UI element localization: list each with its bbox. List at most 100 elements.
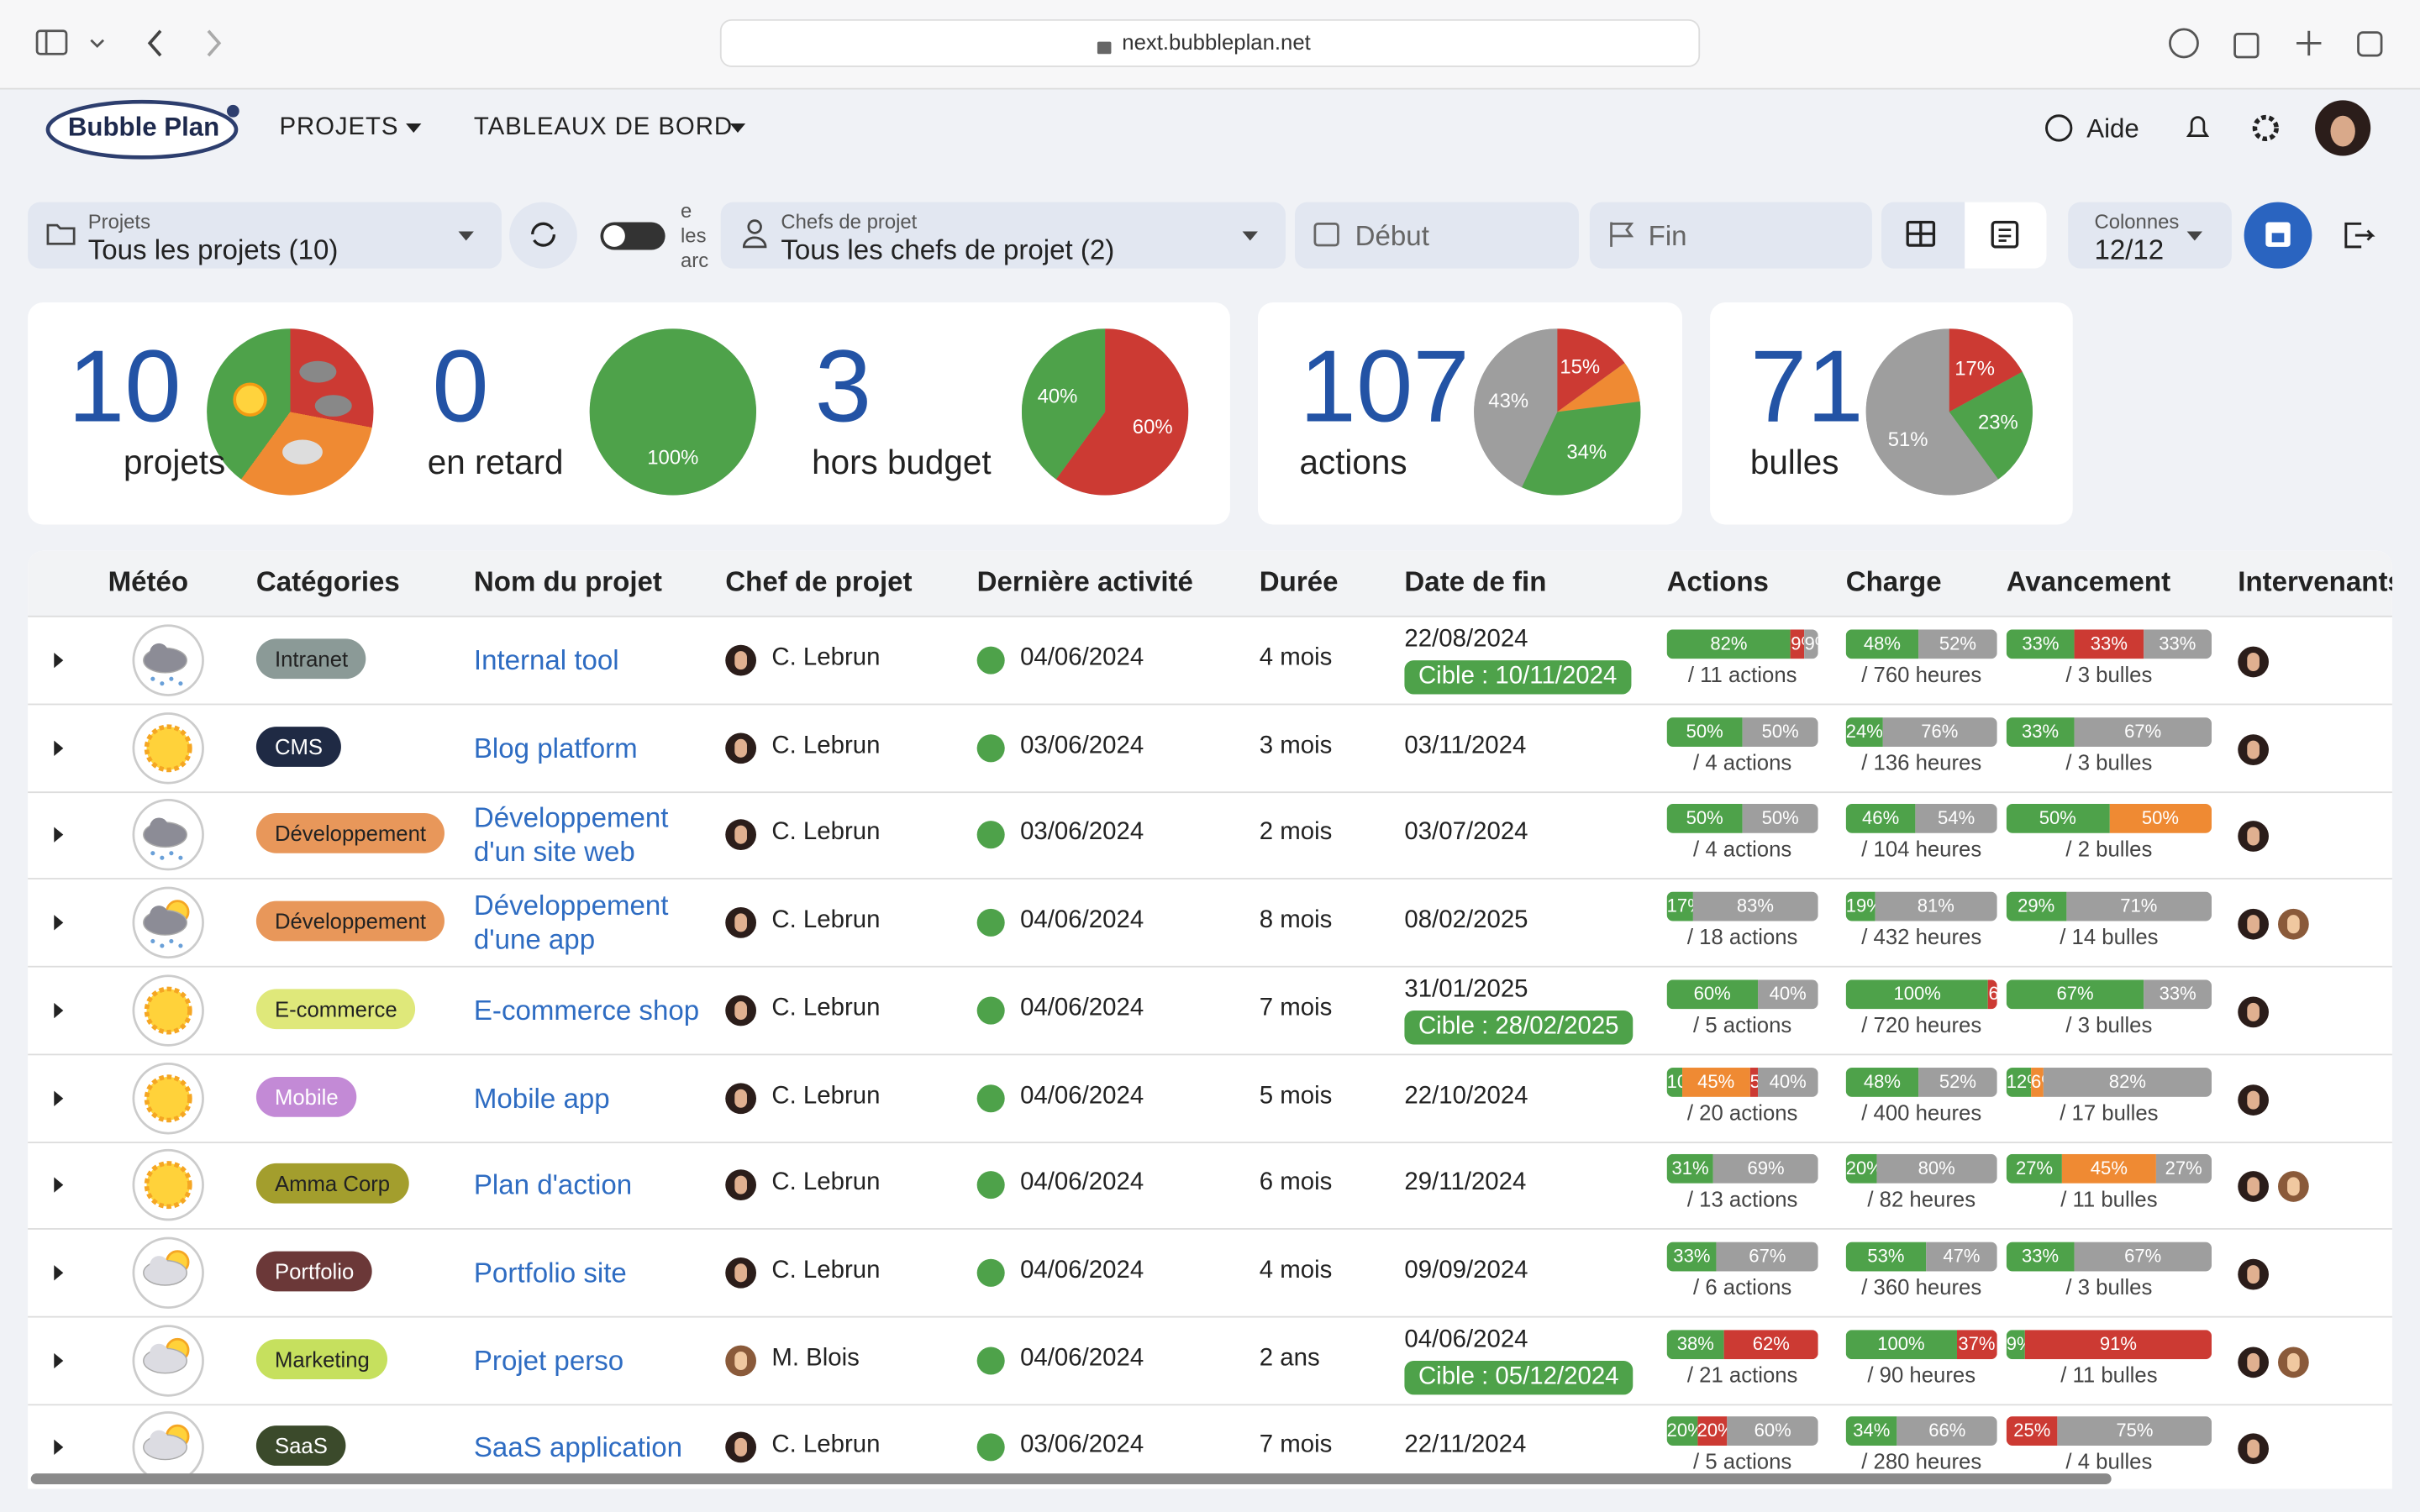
share-icon[interactable] — [2233, 33, 2260, 59]
bar-total: / 3 bulles — [2065, 661, 2153, 687]
project-name[interactable]: Blog platform — [473, 732, 638, 764]
bar-label: 67% — [2124, 720, 2162, 742]
weather-icon — [132, 1236, 204, 1309]
columns-label: Colonnes — [2094, 209, 2180, 234]
expand-arrow[interactable] — [54, 1352, 64, 1368]
table-row: Développement Développement d'un site web… — [28, 792, 2392, 880]
url-box[interactable] — [719, 18, 1701, 67]
pie-slice — [1021, 328, 1106, 480]
activity-dot — [976, 821, 1005, 849]
expand-arrow[interactable] — [54, 827, 64, 843]
bar-segment: 50% — [1666, 804, 1743, 834]
bar-label: 75% — [2116, 1420, 2154, 1442]
bar-segment: 69% — [1713, 1154, 1818, 1184]
project-name[interactable]: Développement d'un site web — [473, 802, 669, 868]
bar-label: 20% — [1845, 1157, 1876, 1179]
raindrop — [169, 851, 174, 857]
scrollbar[interactable] — [30, 1473, 2112, 1484]
help-icon[interactable] — [2045, 114, 2073, 142]
toggle[interactable] — [600, 222, 666, 250]
bar-total: / 136 heures — [1861, 749, 1982, 774]
duration: 7 mois — [1259, 995, 1333, 1021]
bell-icon[interactable] — [2186, 116, 2210, 138]
settings-icon[interactable] — [2252, 114, 2279, 142]
bar-total: / 720 heures — [1861, 1011, 1982, 1037]
refresh-button[interactable] — [509, 202, 577, 269]
category-tag: Mobile — [255, 1076, 357, 1116]
project-name[interactable]: SaaS application — [473, 1432, 683, 1463]
chevron[interactable] — [90, 39, 105, 49]
bar-segment: 67% — [2074, 1242, 2212, 1272]
project-filter[interactable] — [28, 202, 502, 269]
end-date[interactable] — [1589, 202, 1872, 269]
bar-label: 33% — [2022, 633, 2060, 654]
project-name[interactable]: Mobile app — [473, 1082, 610, 1114]
columns-select[interactable] — [2068, 202, 2232, 269]
progress-bar: 27% 45% 27% — [2006, 1154, 2212, 1184]
user-icon — [747, 219, 762, 234]
avatar-face — [2287, 915, 2300, 934]
avatar — [2238, 1346, 2270, 1378]
bar-total: / 5 actions — [1693, 1011, 1792, 1037]
sidebar-icon[interactable] — [35, 29, 68, 55]
bar-segment: 48% — [1845, 1067, 1919, 1097]
project-name[interactable]: Internal tool — [473, 644, 619, 676]
weather-icon — [132, 1411, 204, 1484]
expand-arrow[interactable] — [54, 1177, 64, 1194]
pie-label: 17% — [1954, 358, 1995, 381]
bar-segment: 40% — [1757, 979, 1818, 1009]
project-name[interactable]: E-commerce shop — [473, 995, 700, 1026]
export-icon[interactable] — [2344, 222, 2375, 249]
bar-segment: 33% — [2075, 629, 2144, 659]
duration: 4 mois — [1259, 644, 1333, 671]
expand-arrow[interactable] — [54, 1440, 64, 1456]
progress-bar: 60% 40% — [1666, 979, 1818, 1009]
category-tag: Développement — [255, 900, 445, 942]
duration: 2 mois — [1259, 820, 1333, 847]
tabs-icon[interactable] — [2357, 31, 2383, 57]
expand-arrow[interactable] — [54, 652, 64, 669]
project-name[interactable]: Plan d'action — [473, 1169, 633, 1201]
cloud — [150, 906, 169, 925]
bar-segment: 80% — [1876, 1154, 1997, 1184]
expand-arrow[interactable] — [54, 740, 64, 756]
expand-arrow[interactable] — [54, 1264, 64, 1281]
summary-label: hors budget — [812, 443, 992, 482]
summary-number: 107 — [1299, 328, 1470, 444]
project-name[interactable]: Portfolio site — [473, 1257, 627, 1289]
bar-label: 27% — [2165, 1157, 2202, 1179]
column-header: Durée — [1259, 566, 1339, 597]
menu-item[interactable]: PROJETS — [279, 113, 399, 141]
bar-segment: 60% — [1727, 1416, 1818, 1446]
avatar — [2238, 733, 2270, 765]
menu-item[interactable]: TABLEAUX DE BORD — [473, 113, 733, 141]
download-icon[interactable] — [2169, 28, 2199, 59]
expand-arrow[interactable] — [54, 1089, 64, 1106]
activity-dot — [976, 733, 1005, 762]
bar-label: 29% — [2018, 895, 2055, 917]
category-tag: Intranet — [255, 638, 367, 680]
table-row: Amma Corp Plan d'action C. Lebrun 04/06/202… — [28, 1142, 2392, 1231]
project-name[interactable]: Développement d'une app — [473, 890, 669, 956]
activity-date: 04/06/2024 — [1020, 1169, 1144, 1196]
chef-name: C. Lebrun — [771, 644, 881, 671]
progress-bar: 50% 50% — [2006, 804, 2212, 834]
new-tab[interactable] — [2296, 30, 2322, 56]
pie-slice — [1557, 328, 1625, 412]
forward-button[interactable] — [207, 29, 222, 57]
bar-label: 33% — [2021, 1245, 2060, 1267]
help-link[interactable]: Aide — [2086, 113, 2139, 144]
expand-arrow[interactable] — [54, 1002, 64, 1018]
pie: 17% 23% 51% — [1865, 328, 2033, 496]
progress-bar: 10% 45% 5% 40% — [1666, 1067, 1818, 1097]
back-button[interactable] — [147, 29, 162, 57]
expand-arrow[interactable] — [54, 915, 64, 931]
end-date: 22/08/2024 — [1404, 626, 1528, 653]
progress-bar: 82% 9%9% — [1666, 629, 1818, 659]
start-date[interactable] — [1295, 202, 1579, 269]
bar-segment: 81% — [1874, 891, 1997, 921]
project-name[interactable]: Projet perso — [473, 1344, 624, 1376]
chef-filter[interactable] — [720, 202, 1286, 269]
logo-text[interactable]: Bubble Plan — [67, 113, 220, 142]
bar-label: 27% — [2015, 1157, 2054, 1179]
